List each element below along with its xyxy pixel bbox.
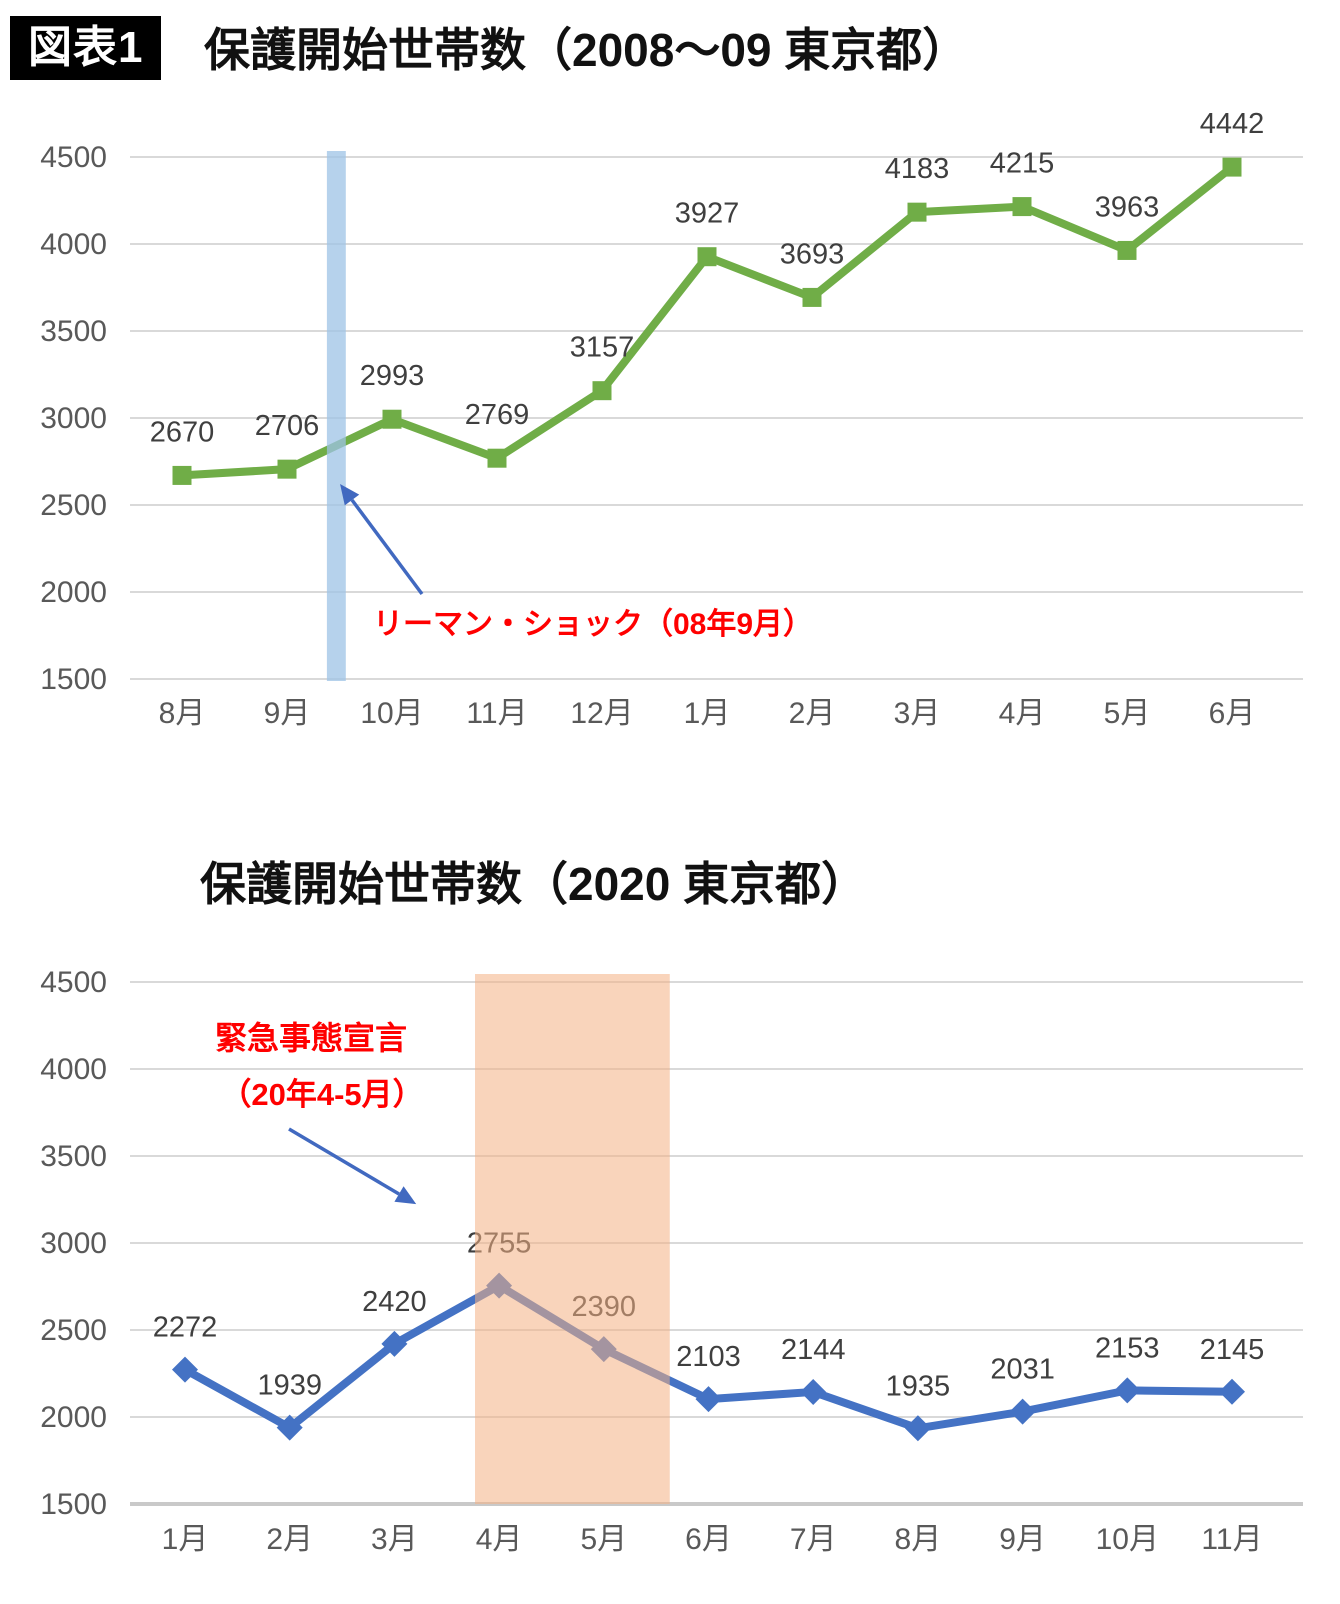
chart2-ytick-2000: 2000 [40,1401,107,1434]
chart1-marker-11 [1222,157,1242,177]
chart1-xtick-2: 9月 [264,697,311,730]
chart1-annotation-arrowhead [340,483,360,506]
chart1-data-label-9: 4215 [990,148,1055,180]
chart1-ytick-2500: 2500 [40,489,107,522]
chart2-xtick-8: 8月 [895,1523,942,1556]
chart1-ytick-1500: 1500 [40,663,107,696]
chart1-marker-5 [592,381,612,401]
chart1-marker-10 [1117,240,1137,260]
chart1-xtick-11: 6月 [1209,697,1256,730]
chart2-marker-7 [800,1378,827,1405]
chart2-marker-10 [1114,1377,1141,1404]
chart2-ytick-2500: 2500 [40,1314,107,1347]
chart1-data-label-8: 4183 [885,153,950,185]
chart1-ytick-2000: 2000 [40,576,107,609]
chart2-data-label-9: 2031 [990,1354,1055,1386]
chart2-xtick-6: 6月 [685,1523,732,1556]
chart2-xtick-11: 11月 [1201,1523,1262,1556]
chart1-xtick-8: 3月 [894,697,941,730]
chart1-xtick-4: 11月 [466,697,527,730]
chart1-marker-3 [382,409,402,429]
chart1-ytick-4000: 4000 [40,228,107,261]
chart1-xtick-9: 4月 [999,697,1046,730]
chart2-ytick-1500: 1500 [40,1488,107,1521]
chart2-data-label-10: 2153 [1095,1332,1160,1364]
figure-badge: 図表1 [10,16,162,80]
chart2-xtick-3: 3月 [371,1523,418,1556]
chart2-xtick-2: 2月 [266,1523,313,1556]
chart2-xtick-10: 10月 [1096,1523,1159,1556]
chart1-ytick-3000: 3000 [40,402,107,435]
chart2-data-label-1: 2272 [153,1312,218,1344]
chart1-data-label-3: 2993 [360,360,425,392]
chart2-annotation-arrowhead [394,1186,417,1205]
chart1-marker-4 [487,448,507,468]
chart2-xtick-1: 1月 [162,1523,209,1556]
chart1-marker-2 [277,459,297,479]
chart1-data-label-2: 2706 [255,410,320,442]
chart2-data-label-8: 1935 [886,1370,951,1402]
chart2-ytick-4500: 4500 [40,966,107,999]
chart1-data-label-5: 3157 [570,332,635,364]
chart1-xtick-3: 10月 [360,697,423,730]
chart2-marker-9 [1009,1398,1036,1425]
chart2-marker-2 [276,1414,303,1441]
chart1-data-label-11: 4442 [1200,108,1265,140]
chart2-annotation-arrow-shaft [288,1127,400,1196]
chart1-event-band [326,151,346,681]
chart1-annotation-arrow-shaft [350,498,424,596]
chart1-data-label-1: 2670 [150,416,215,448]
chart1-xtick-1: 8月 [159,697,206,730]
chart2-ytick-4000: 4000 [40,1053,107,1086]
chart2-ytick-3500: 3500 [40,1140,107,1173]
chart2-xtick-4: 4月 [476,1523,523,1556]
chart2-annotation-line-1: 緊急事態宣言 [215,1020,407,1056]
chart1-xtick-6: 1月 [684,697,731,730]
chart1-marker-8 [907,202,927,222]
chart2-marker-8 [904,1415,931,1442]
chart1-xtick-7: 2月 [789,697,836,730]
chart1-marker-9 [1012,197,1032,217]
chart2-xtick-9: 9月 [999,1523,1046,1556]
chart2-data-label-6: 2103 [676,1341,741,1373]
chart2-marker-3 [381,1330,408,1357]
chart2-data-label-3: 2420 [362,1286,427,1318]
chart1-annotation-line-1: リーマン・ショック（08年9月） [373,607,813,641]
chart2-annotation-line-2: （20年4-5月） [220,1077,423,1112]
chart2-xtick-7: 7月 [790,1523,837,1556]
chart1-marker-6 [697,247,717,267]
chart2-event-band [475,974,670,1504]
chart2-marker-11 [1219,1378,1245,1405]
chart2-data-label-7: 2144 [781,1334,846,1366]
chart1-ytick-3500: 3500 [40,315,107,348]
chart2-data-label-11: 2145 [1200,1334,1265,1366]
chart1-data-label-6: 3927 [675,198,740,230]
chart2-marker-6 [695,1386,722,1413]
chart1-xtick-10: 5月 [1104,697,1151,730]
chart1-marker-1 [172,465,192,485]
chart2-xtick-5: 5月 [580,1523,627,1556]
chart1-title: 保護開始世帯数（2008～09 東京都） [204,24,969,76]
chart1-data-label-4: 2769 [465,399,530,431]
chart2-data-label-2: 1939 [257,1370,322,1402]
chart1-marker-7 [802,287,822,307]
chart2-marker-1 [172,1356,198,1383]
chart1-ytick-4500: 4500 [40,141,107,174]
chart1-data-label-10: 3963 [1095,191,1160,223]
chart2-ytick-3000: 3000 [40,1227,107,1260]
chart1-xtick-5: 12月 [570,697,633,730]
chart2-title: 保護開始世帯数（2020 東京都） [200,858,868,910]
chart1-data-label-7: 3693 [780,238,845,270]
